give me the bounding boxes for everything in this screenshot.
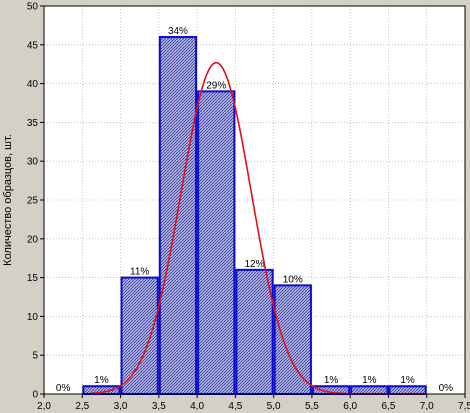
y-tick-label: 25	[27, 196, 39, 207]
y-tick-label: 40	[27, 79, 39, 90]
bar-label-4: 29%	[206, 80, 226, 91]
x-tick-label: 2,0	[37, 401, 51, 412]
x-tick-label: 3,0	[114, 401, 128, 412]
x-tick-label: 3,5	[152, 401, 166, 412]
bar-label-0: 0%	[56, 383, 71, 394]
bar-label-5: 12%	[244, 259, 264, 270]
bar-2	[120, 276, 159, 396]
y-tick-label: 35	[27, 118, 39, 129]
bar-8	[350, 385, 389, 395]
x-tick-label: 2,5	[75, 401, 89, 412]
bar-3	[158, 36, 198, 395]
x-tick-label: 6,5	[382, 401, 396, 412]
bar-labels: 0% 1% 11% 34% 29% 12% 10% 1% 1% 1% 0%	[56, 26, 453, 394]
y-tick-label: 30	[27, 157, 39, 168]
bar-9	[388, 385, 427, 395]
y-axis-title: Количество образцов, шт.	[2, 134, 14, 266]
x-tick-label: 5,0	[267, 401, 281, 412]
bar-label-7: 1%	[324, 375, 339, 386]
y-tick-label: 15	[27, 273, 39, 284]
bar-label-9: 1%	[400, 375, 415, 386]
bar-4	[197, 90, 236, 396]
bars	[82, 36, 427, 396]
y-tick-label: 5	[32, 351, 38, 362]
x-tick-label: 4,5	[228, 401, 242, 412]
bar-label-8: 1%	[362, 375, 377, 386]
y-axis-ticks: 0 5 10 15 20 25 30 35 40 45 50	[27, 2, 44, 401]
y-tick-label: 50	[27, 2, 39, 13]
bar-5	[235, 268, 274, 395]
y-tick-label: 45	[27, 40, 39, 51]
x-tick-label: 6,0	[343, 401, 357, 412]
x-tick-label: 7,0	[420, 401, 434, 412]
bar-label-10: 0%	[439, 383, 454, 394]
x-tick-label: 4,0	[190, 401, 204, 412]
x-tick-label: 7,5	[458, 401, 470, 412]
bar-label-3: 34%	[168, 26, 188, 37]
y-tick-label: 0	[32, 390, 38, 401]
x-tick-label: 5,5	[305, 401, 319, 412]
y-tick-label: 20	[27, 234, 39, 245]
bar-label-2: 11%	[130, 267, 149, 278]
x-axis-ticks: 2,0 2,5 3,0 3,5 4,0 4,5 5,0 5,5 6,0 6,5 7,0 7,5	[37, 394, 470, 412]
bar-label-1: 1%	[94, 375, 109, 386]
y-tick-label: 10	[27, 312, 39, 323]
bar-label-6: 10%	[283, 274, 303, 285]
bar-6	[273, 284, 312, 395]
